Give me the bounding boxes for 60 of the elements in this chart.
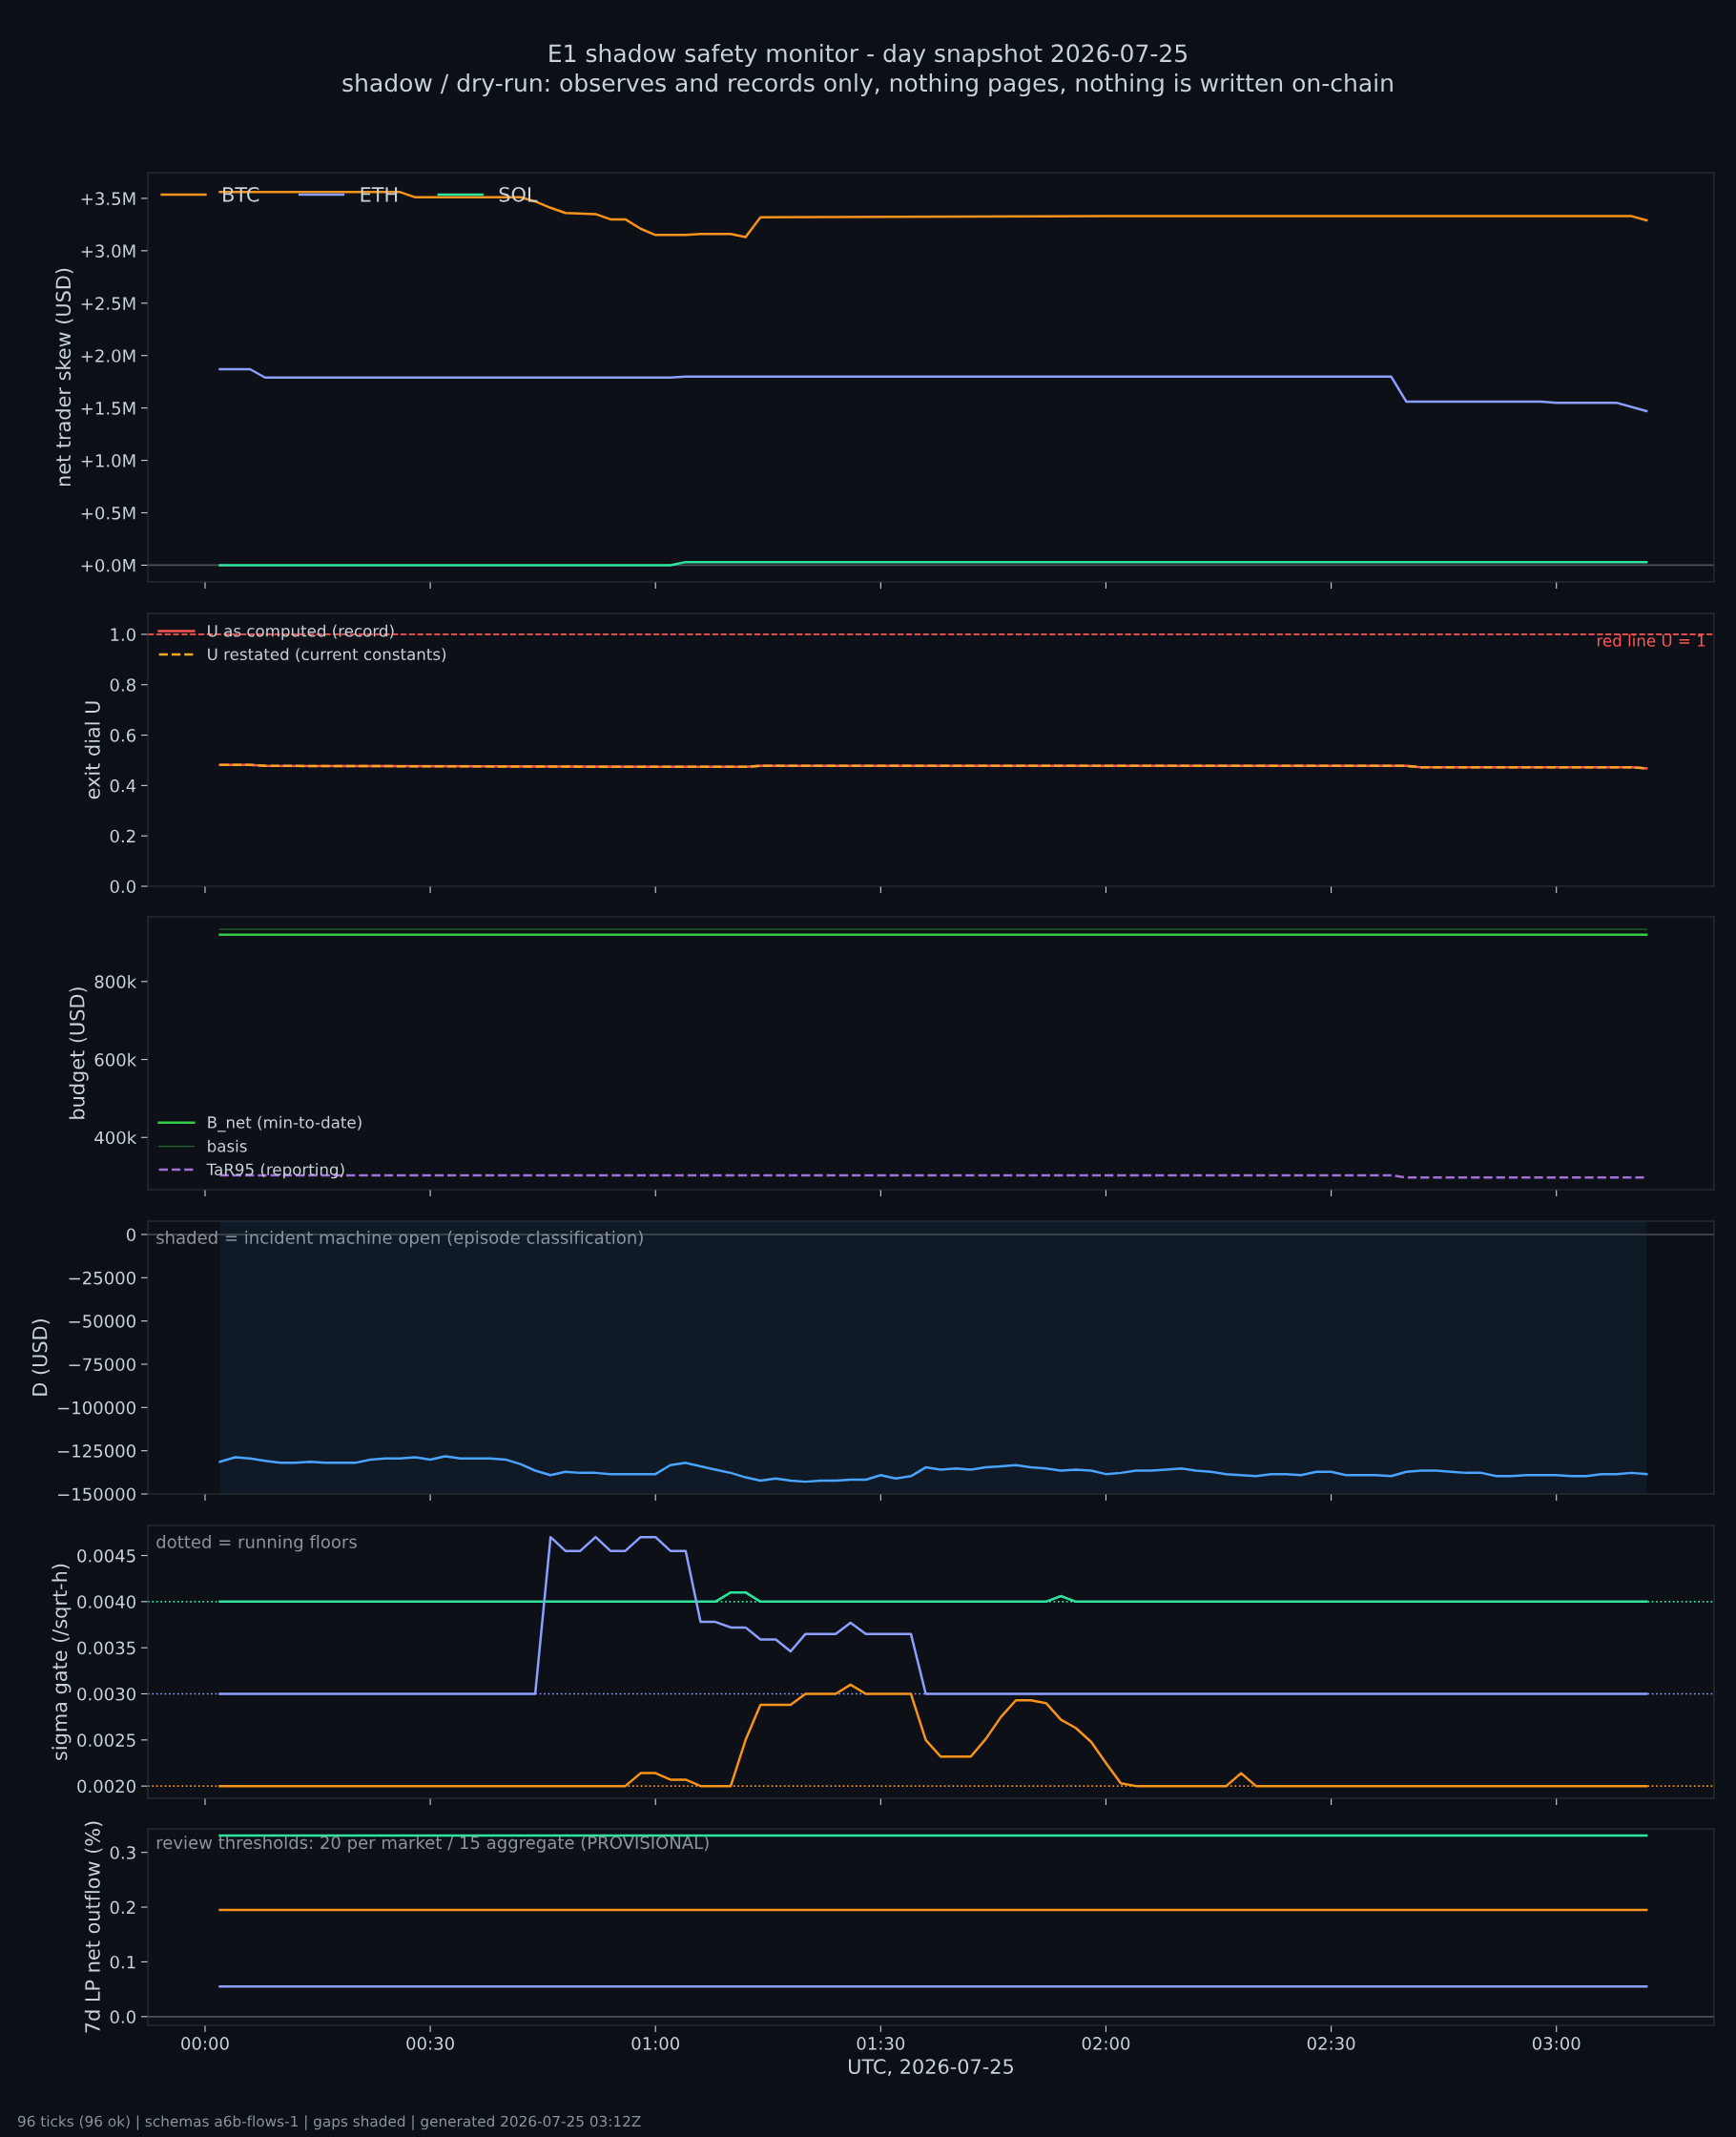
annotation: dotted = running floors [156,1535,357,1552]
y-tick-label: 0.0 [110,2010,135,2023]
y-tick-label: −125000 [58,1444,135,1458]
legend-label: B_net (min-to-date) [208,1115,362,1132]
y-tick-label: 0.8 [110,678,135,692]
y-tick-label: 800k [94,974,137,988]
y-tick-label: 0.0030 [77,1687,135,1701]
y-axis-title: 7d LP net outflow (%) [84,1821,103,2033]
y-tick-label: 0.0035 [77,1641,135,1655]
annotation: shaded = incident machine open (episode classification) [156,1231,643,1248]
y-tick-label: +3.5M [81,192,135,206]
y-tick-label: +3.0M [81,244,135,258]
x-tick-label: 00:30 [406,2037,454,2050]
y-tick-label: 0.0025 [77,1733,135,1747]
y-tick-label: +1.0M [81,454,135,467]
y-tick-label: −75000 [69,1358,135,1372]
annotation: review thresholds: 20 per market / 15 aggregate (PROVISIONAL) [156,1836,709,1853]
line-series [218,367,1648,413]
x-tick-label: 01:30 [857,2037,905,2050]
line-series [218,1455,1648,1483]
y-tick-label: 1.0 [111,628,135,642]
x-axis-title: UTC, 2026-07-25 [849,2059,1013,2077]
y-tick-label: 0.6 [110,729,136,742]
y-tick-label: 0.2 [110,829,135,843]
y-tick-label: 0.4 [110,778,136,793]
y-tick-label: −150000 [58,1487,135,1502]
x-tick-label: 01:00 [631,2037,680,2050]
y-axis-title: D (USD) [31,1319,50,1396]
y-tick-label: −50000 [69,1315,135,1328]
y-axis-title: sigma gate (/sqrt-h) [52,1564,72,1760]
ref-line-label: red line U = 1 [1597,633,1705,647]
x-tick-label: 02:00 [1082,2037,1130,2050]
y-tick-label: −25000 [69,1271,135,1285]
x-tick-label: 02:30 [1307,2037,1355,2050]
y-tick-label: 0.0020 [77,1779,135,1794]
legend-label: basis [208,1139,247,1152]
y-tick-label: 600k [94,1052,137,1067]
text: 96 ticks (96 ok) | schemas a6b-flows-1 | gaps shaded | generated 2026-07-25 03:12Z [17,2115,641,2130]
y-tick-label: 0 [126,1228,135,1242]
x-tick-label: 03:00 [1532,2037,1581,2050]
y-tick-label: +1.5M [81,402,135,415]
y-tick-label: 0.1 [110,1955,135,1969]
y-tick-label: +0.0M [81,558,135,572]
y-tick-label: +2.5M [81,297,135,310]
y-tick-label: 0.0045 [77,1548,135,1563]
y-axis-title: budget (USD) [69,987,89,1119]
chart-title: E1 shadow safety monitor - day snapshot 2026-07-25 [549,43,1188,68]
y-tick-label: 400k [94,1131,137,1145]
y-tick-label: +0.5M [81,506,135,520]
y-tick-label: 0.0 [110,880,135,894]
y-axis-title: exit dial U [84,701,100,799]
y-tick-label: 0.0040 [77,1595,135,1608]
y-tick-label: +2.0M [81,349,135,363]
chart-subtitle: shadow / dry-run: observes and records only, nothing pages, nothing is written on-chain [342,73,1393,97]
legend-label: U restated (current constants) [208,648,446,662]
y-tick-label: −100000 [58,1400,135,1415]
y-tick-label: 0.3 [110,1846,135,1859]
y-tick-label: 0.2 [110,1900,135,1915]
x-tick-label: 00:00 [181,2037,229,2050]
y-axis-title: net trader skew (USD) [55,268,73,487]
